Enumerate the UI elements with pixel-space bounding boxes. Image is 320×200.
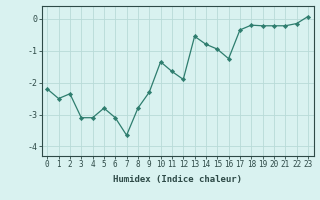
X-axis label: Humidex (Indice chaleur): Humidex (Indice chaleur)	[113, 175, 242, 184]
